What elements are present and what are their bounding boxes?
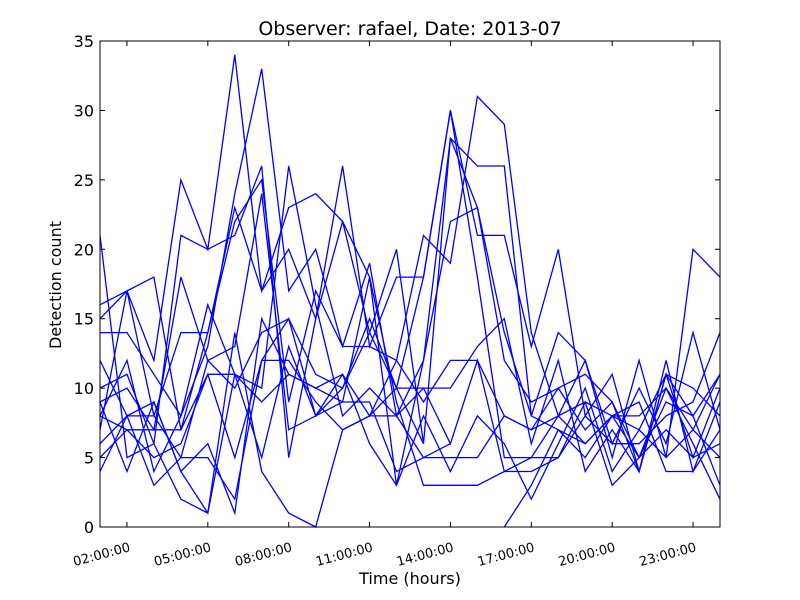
series-lines bbox=[99, 54, 721, 528]
x-tick-label: 14:00:00 bbox=[395, 540, 455, 570]
y-tick-label: 25 bbox=[74, 171, 94, 190]
x-tick-label: 20:00:00 bbox=[557, 540, 617, 570]
series-line-8 bbox=[99, 290, 721, 473]
series-line-7 bbox=[99, 165, 721, 474]
y-tick-label: 15 bbox=[74, 310, 94, 329]
x-axis-label: Time (hours) bbox=[358, 569, 461, 588]
y-axis-label: Detection count bbox=[46, 221, 65, 349]
plot-frame bbox=[99, 40, 721, 528]
series-line-9 bbox=[99, 316, 721, 516]
y-tick-label: 0 bbox=[84, 518, 94, 537]
y-axis: 0 5 10 15 20 25 30 35 bbox=[74, 32, 720, 537]
series-line-11 bbox=[99, 317, 721, 501]
series-line-10 bbox=[99, 359, 721, 460]
series-line-12 bbox=[99, 235, 721, 515]
y-tick-label: 20 bbox=[74, 240, 94, 259]
x-tick-label: 05:00:00 bbox=[153, 540, 213, 570]
chart-title: Observer: rafael, Date: 2013-07 bbox=[258, 18, 561, 40]
x-tick-label: 11:00:00 bbox=[314, 540, 374, 570]
y-tick-label: 35 bbox=[74, 32, 94, 51]
x-tick-label: 17:00:00 bbox=[476, 540, 536, 570]
series-line-14 bbox=[99, 373, 451, 473]
x-tick-label: 23:00:00 bbox=[638, 540, 698, 570]
y-tick-label: 5 bbox=[84, 449, 94, 468]
series-line-2 bbox=[99, 136, 721, 461]
y-tick-label: 30 bbox=[74, 101, 94, 120]
x-tick-label: 02:00:00 bbox=[72, 540, 132, 570]
series-line-5 bbox=[99, 165, 721, 486]
series-line-3 bbox=[100, 68, 721, 446]
series-line-6 bbox=[99, 110, 721, 459]
x-tick-label: 08:00:00 bbox=[233, 540, 293, 570]
series-line-1 bbox=[99, 54, 721, 474]
series-line-13 bbox=[99, 332, 721, 528]
y-tick-label: 10 bbox=[74, 379, 94, 398]
